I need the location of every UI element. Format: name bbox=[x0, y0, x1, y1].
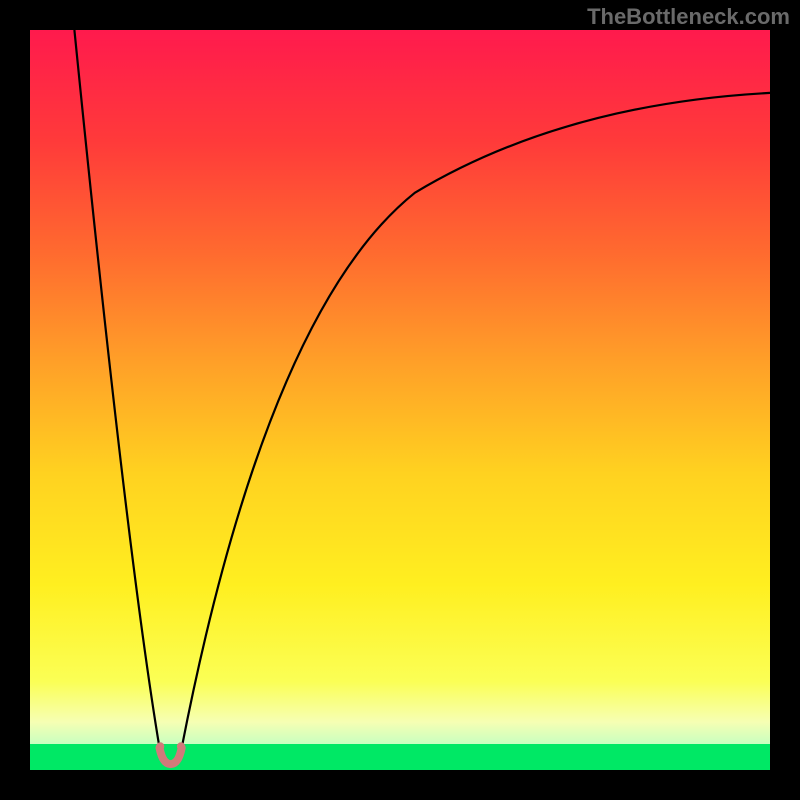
chart-plot-area bbox=[30, 30, 770, 770]
trough-marker bbox=[160, 748, 182, 764]
trough-dot-right bbox=[177, 742, 185, 750]
trough-dot-left bbox=[156, 742, 164, 750]
bottleneck-curve-left bbox=[74, 30, 159, 748]
curve-overlay bbox=[30, 30, 770, 770]
bottleneck-curve-right bbox=[182, 93, 770, 748]
watermark-text: TheBottleneck.com bbox=[587, 4, 790, 30]
